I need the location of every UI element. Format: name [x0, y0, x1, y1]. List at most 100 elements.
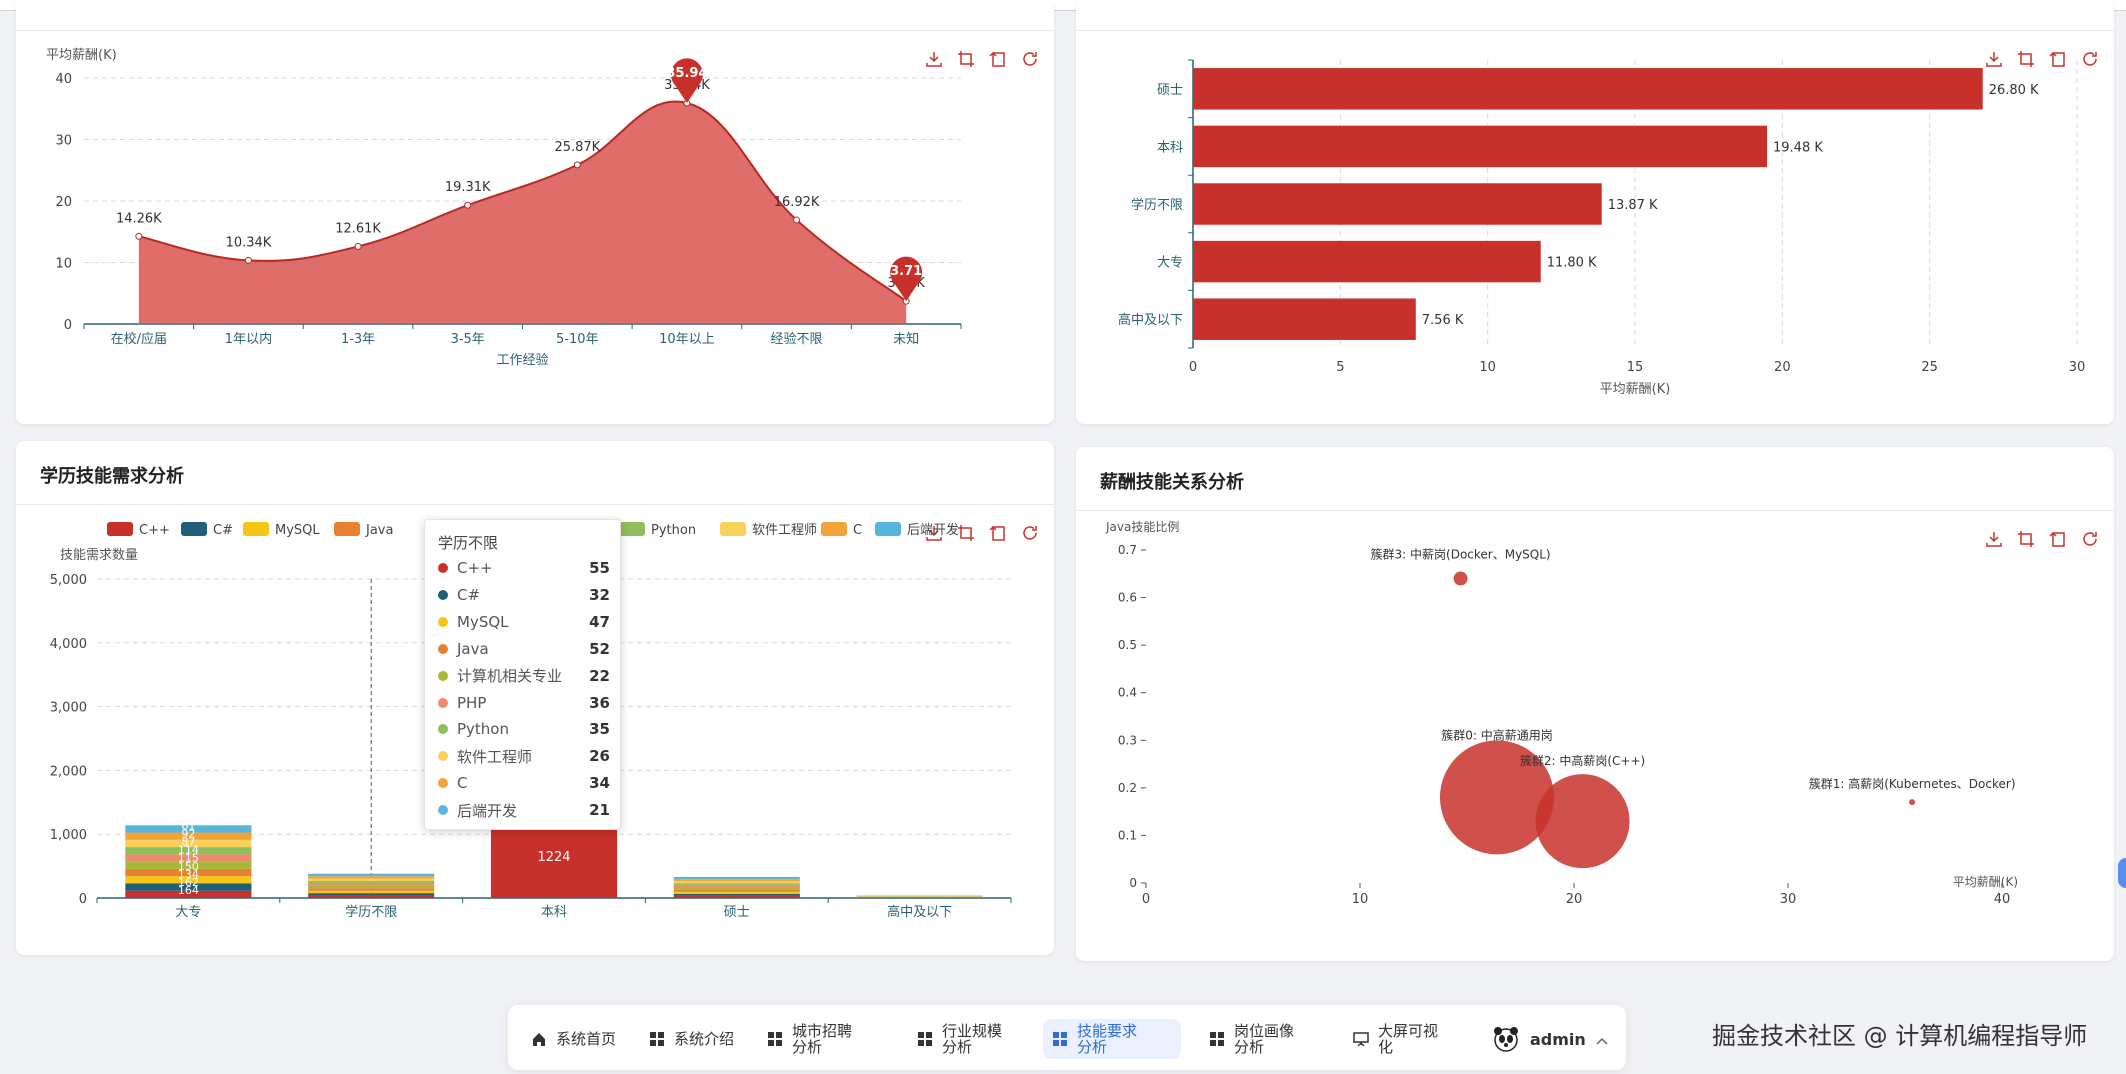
tooltip-color-dot	[438, 616, 448, 627]
bar-segment	[308, 885, 435, 889]
data-label: 115	[178, 852, 199, 865]
data-label: 16.92K	[774, 195, 820, 210]
x-tick-label: 3-5年	[451, 332, 485, 347]
cluster-point	[1535, 774, 1630, 869]
tooltip-row: 后端开发 21	[438, 799, 610, 821]
tooltip-color-dot	[438, 670, 448, 681]
zoom-back-icon[interactable]	[2048, 49, 2068, 69]
tooltip-color-dot	[438, 643, 448, 654]
bar-segment	[673, 885, 800, 888]
bar	[1193, 240, 1541, 283]
x-tick-label: 15	[1627, 360, 1644, 375]
data-label: 19.31K	[445, 180, 491, 195]
nav-item-bigscreen[interactable]: 大屏可视化	[1344, 1019, 1454, 1059]
x-tick-label: 5-10年	[556, 332, 599, 347]
tooltip-series-name: PHP	[457, 693, 487, 712]
x-tick-label: 经验不限	[771, 331, 823, 347]
zoom-icon[interactable]	[956, 49, 976, 69]
download-icon[interactable]	[1984, 49, 2004, 69]
tooltip-row: PHP 36	[438, 692, 610, 714]
grid-icon	[1208, 1030, 1226, 1048]
data-point	[464, 201, 472, 209]
bar-segment	[308, 890, 435, 894]
bar-segment	[673, 879, 800, 882]
data-label: 92	[181, 827, 195, 840]
bar-segment	[125, 876, 252, 884]
nav-item-city[interactable]: 城市招聘分析	[758, 1019, 878, 1059]
bar-segment	[125, 868, 252, 877]
x-tick-label: 20	[1566, 892, 1583, 907]
zoom-back-icon[interactable]	[2048, 529, 2068, 549]
x-tick-label: 10年以上	[659, 332, 715, 347]
restore-icon[interactable]	[2080, 529, 2100, 549]
x-tick-label: 硕士	[724, 905, 750, 920]
x-tick-label: 30	[1780, 892, 1797, 907]
nav-item-intro[interactable]: 系统介绍	[640, 1019, 740, 1059]
legend-swatch	[243, 522, 269, 536]
tooltip-series-value: 34	[589, 774, 610, 793]
data-point	[244, 256, 252, 264]
tooltip-row: 计算机相关专业 22	[438, 665, 610, 687]
zoom-back-icon[interactable]	[988, 49, 1008, 69]
bar-segment	[308, 888, 435, 891]
download-icon[interactable]	[924, 49, 944, 69]
data-point	[793, 216, 801, 224]
nav-item-home[interactable]: 系统首页	[522, 1019, 622, 1059]
x-tick-label: 30	[2069, 360, 2086, 375]
tooltip-series-value: 21	[589, 801, 610, 820]
zoom-icon[interactable]	[2016, 529, 2036, 549]
tooltip-row: MySQL 47	[438, 611, 610, 633]
cluster-point	[1909, 799, 1916, 806]
zoom-icon[interactable]	[2016, 49, 2036, 69]
nav-item-industry[interactable]: 行业规模分析	[908, 1019, 1028, 1059]
legend-swatch	[821, 522, 847, 536]
bar-segment	[308, 873, 435, 877]
side-drawer-handle[interactable]	[2118, 858, 2126, 888]
zoom-back-icon[interactable]	[988, 523, 1008, 543]
tooltip-series-name: Python	[457, 720, 509, 739]
tooltip-row: C 34	[438, 772, 610, 794]
grid-icon	[766, 1030, 784, 1048]
experience-salary-card: 平均薪酬(K) 0 10 20 30 40 在校/应届 1年以内 1-3年 3-5年 5-10年 10…	[16, 0, 1054, 424]
grid-icon	[1051, 1030, 1069, 1048]
y-tick-label: 0.5	[1118, 638, 1137, 652]
max-marker-label: 35.94	[666, 66, 707, 81]
bar-segment	[308, 895, 435, 898]
user-menu[interactable]: admin	[1492, 1019, 1612, 1059]
bar-segment	[308, 893, 435, 896]
restore-icon[interactable]	[1020, 49, 1040, 69]
avatar	[1492, 1025, 1520, 1053]
cluster-point	[1439, 740, 1554, 855]
tooltip-color-dot	[438, 751, 448, 762]
x-tick-label: 25	[1921, 360, 1938, 375]
bar-segment	[673, 883, 800, 886]
restore-icon[interactable]	[1020, 523, 1040, 543]
bar-segment	[125, 847, 252, 855]
zoom-icon[interactable]	[956, 523, 976, 543]
restore-icon[interactable]	[2080, 49, 2100, 69]
chart-tooltip: 学历不限 C++ 55 C# 32 MySQL 47 Java 52 计算机相关专业 22 PHP 3…	[424, 519, 621, 830]
download-icon[interactable]	[1984, 529, 2004, 549]
bar-segment	[125, 832, 252, 840]
x-tick-label: 高中及以下	[887, 904, 952, 920]
bar-segment	[673, 889, 800, 892]
y-tick-label: 0.7	[1118, 543, 1137, 557]
tooltip-series-value: 52	[589, 639, 610, 658]
chart-toolbox	[924, 523, 1040, 543]
y-tick-label: 4,000	[50, 637, 87, 652]
x-tick-label: 0	[1189, 360, 1197, 375]
legend-label: Python	[651, 523, 696, 538]
x-tick-label: 大专	[175, 905, 201, 920]
presentation-icon	[1352, 1030, 1370, 1048]
x-tick-label: 未知	[893, 331, 919, 347]
tooltip-series-name: 后端开发	[457, 801, 518, 820]
x-tick-label: 10	[1352, 892, 1369, 907]
nav-item-profile[interactable]: 岗位画像分析	[1200, 1019, 1320, 1059]
nav-item-skill[interactable]: 技能要求分析	[1043, 1019, 1181, 1059]
download-icon[interactable]	[924, 523, 944, 543]
bar-segment	[673, 893, 800, 896]
y-axis-title: 平均薪酬(K)	[46, 48, 117, 63]
y-tick-label: 0.2	[1118, 781, 1137, 795]
data-point	[573, 161, 581, 169]
legend-label: C	[853, 523, 862, 538]
